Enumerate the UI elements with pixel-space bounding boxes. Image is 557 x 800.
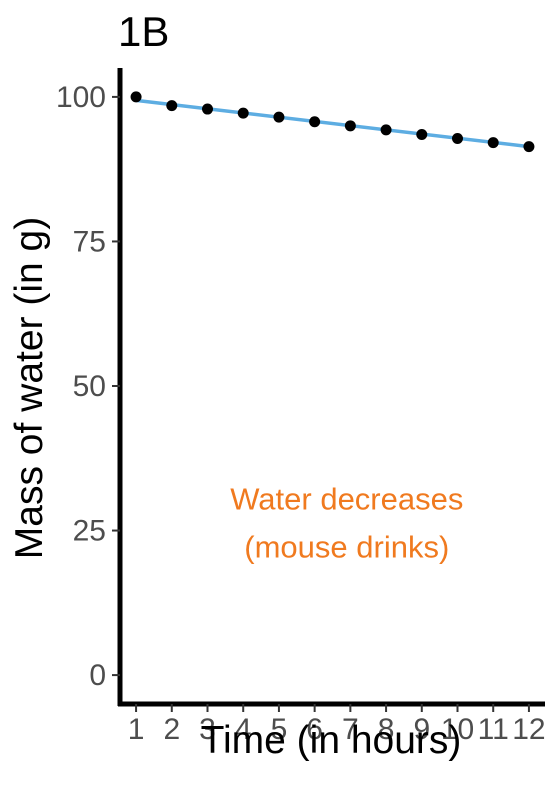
data-point (487, 137, 499, 149)
x-tick-label: 7 (342, 713, 359, 746)
data-point (452, 133, 463, 145)
annotation-line: (mouse drinks) (244, 529, 449, 564)
data-point (130, 91, 142, 103)
x-tick-label: 8 (378, 713, 395, 746)
x-tick-label: 11 (478, 713, 509, 746)
data-point (416, 128, 428, 140)
data-point (202, 103, 213, 115)
data-point (523, 141, 535, 153)
x-tick-label: 10 (441, 713, 474, 746)
x-tick-label: 6 (306, 713, 323, 746)
data-point (380, 124, 392, 136)
y-axis-title: Mass of water (in g) (8, 217, 51, 559)
x-tick-label: 3 (199, 713, 216, 746)
y-tick-label: 25 (73, 515, 106, 548)
x-tick-label: 12 (512, 713, 545, 746)
annotation-line: Water decreases (230, 481, 463, 516)
chart-title: 1B (118, 8, 169, 55)
x-tick-label: 4 (235, 713, 252, 746)
y-tick-label: 75 (73, 225, 106, 258)
x-tick-label: 9 (413, 713, 430, 746)
x-tick-label: 1 (128, 713, 145, 746)
y-tick-label: 50 (73, 370, 106, 403)
data-point (344, 120, 356, 132)
x-tick-label: 5 (271, 713, 288, 746)
y-tick-label: 100 (56, 81, 106, 114)
data-point (309, 116, 321, 128)
x-tick-label: 2 (163, 713, 180, 746)
x-axis-title: Time (in hours) (201, 719, 462, 762)
trend-line (134, 98, 531, 149)
data-point (237, 107, 249, 119)
data-point (166, 100, 178, 112)
data-point (273, 111, 285, 123)
y-tick-label: 0 (89, 659, 106, 692)
